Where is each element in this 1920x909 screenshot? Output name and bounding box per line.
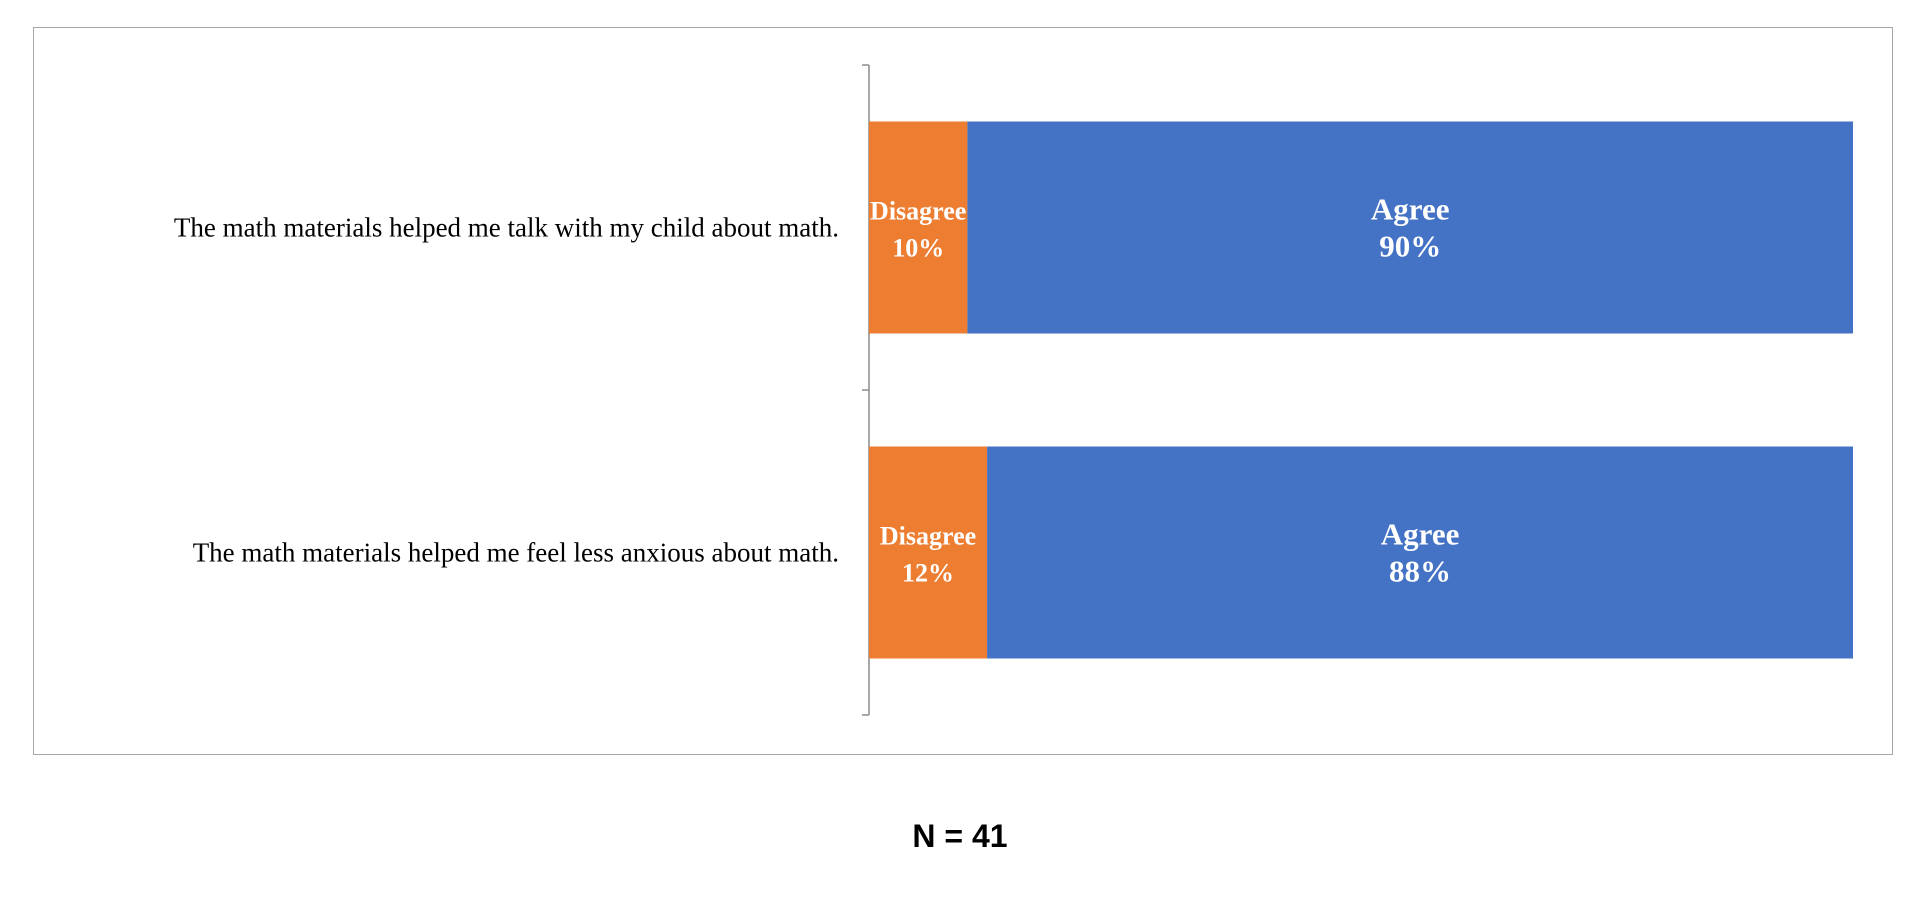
bar-segment-agree [987, 446, 1853, 659]
data-label-series-name: Agree [1381, 517, 1460, 552]
sample-size-label: N = 41 [912, 818, 1008, 854]
category-axis [862, 64, 870, 716]
bar-segment-agree [967, 121, 1853, 334]
data-label-series-name: Agree [1371, 192, 1450, 227]
data-label-value: 90% [1379, 229, 1441, 264]
data-label-value: 88% [1389, 554, 1451, 589]
category-label: The math materials helped me feel less a… [193, 538, 839, 568]
category-label: The math materials helped me talk with m… [174, 213, 839, 243]
category-labels: The math materials helped me talk with m… [174, 213, 839, 568]
data-label-series-name: Disagree [880, 522, 976, 551]
bar-segment-disagree [869, 121, 968, 334]
bar-segment-disagree [869, 446, 988, 659]
data-label-series-name: Disagree [870, 197, 966, 226]
bars [869, 121, 1853, 659]
data-label-value: 10% [892, 234, 944, 263]
data-label-value: 12% [902, 559, 954, 588]
